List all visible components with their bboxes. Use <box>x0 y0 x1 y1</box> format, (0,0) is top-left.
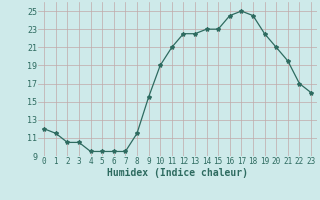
X-axis label: Humidex (Indice chaleur): Humidex (Indice chaleur) <box>107 168 248 178</box>
